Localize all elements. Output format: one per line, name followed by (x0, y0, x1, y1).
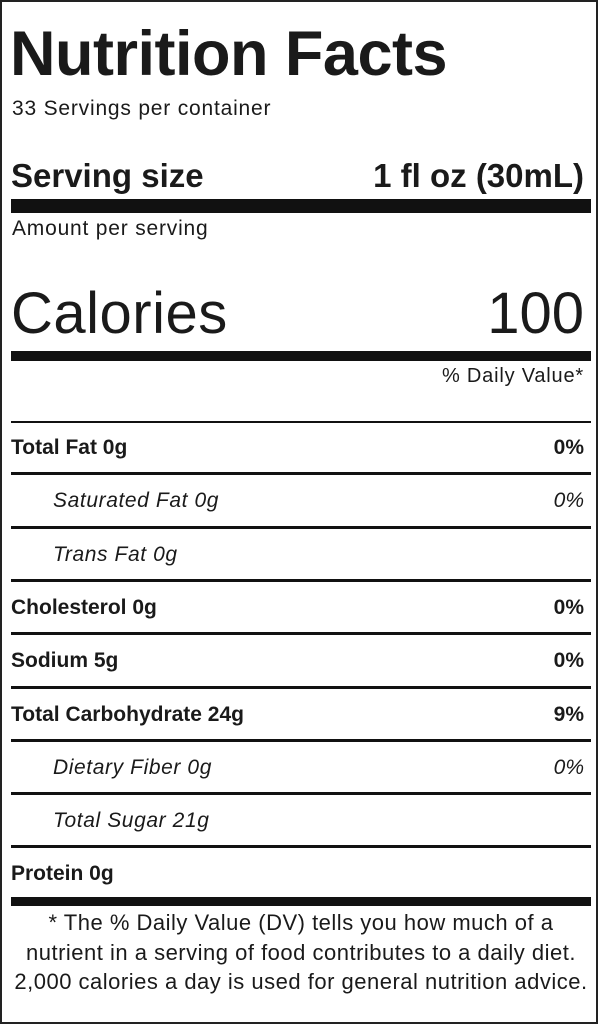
nutrient-daily-value: 0% (553, 596, 584, 619)
nutrient-name: Dietary Fiber 0g (53, 756, 212, 779)
row-divider (11, 739, 591, 742)
nutrient-name: Total Sugar 21g (53, 809, 210, 832)
nutrient-daily-value: 0% (553, 756, 584, 779)
row-divider (11, 472, 591, 475)
calories-label: Calories (11, 281, 228, 346)
row-divider (11, 845, 591, 848)
medium-divider (11, 351, 591, 361)
row-divider (11, 579, 591, 582)
nutrient-daily-value: 9% (553, 703, 584, 726)
nutrient-name: Total Carbohydrate 24g (11, 703, 244, 726)
nutrient-name: Saturated Fat 0g (53, 489, 220, 512)
nutrient-daily-value: 0% (553, 489, 584, 512)
nutrient-name: Total Fat 0g (11, 436, 128, 459)
bottom-thick-divider (11, 897, 591, 906)
nutrient-name: Protein 0g (11, 862, 114, 885)
nutrient-name: Trans Fat 0g (53, 543, 178, 566)
row-divider (11, 686, 591, 689)
row-divider (11, 792, 591, 795)
nutrient-daily-value: 0% (553, 436, 584, 459)
nutrient-daily-value: 0% (553, 649, 584, 672)
amount-per-serving: Amount per serving (12, 217, 209, 240)
row-divider (11, 526, 591, 529)
calories-value: 100 (487, 281, 584, 346)
nutrient-name: Sodium 5g (11, 649, 119, 672)
daily-value-header: % Daily Value* (441, 365, 584, 387)
thick-divider (11, 199, 591, 213)
serving-size-label: Serving size (11, 157, 204, 194)
footnote: * The % Daily Value (DV) tells you how m… (14, 910, 588, 994)
label-title: Nutrition Facts (10, 19, 448, 89)
serving-size-value: 1 fl oz (30mL) (373, 157, 584, 194)
divider (11, 421, 591, 423)
nutrient-name: Cholesterol 0g (11, 596, 157, 619)
row-divider (11, 632, 591, 635)
servings-per-container: 33 Servings per container (12, 97, 272, 120)
